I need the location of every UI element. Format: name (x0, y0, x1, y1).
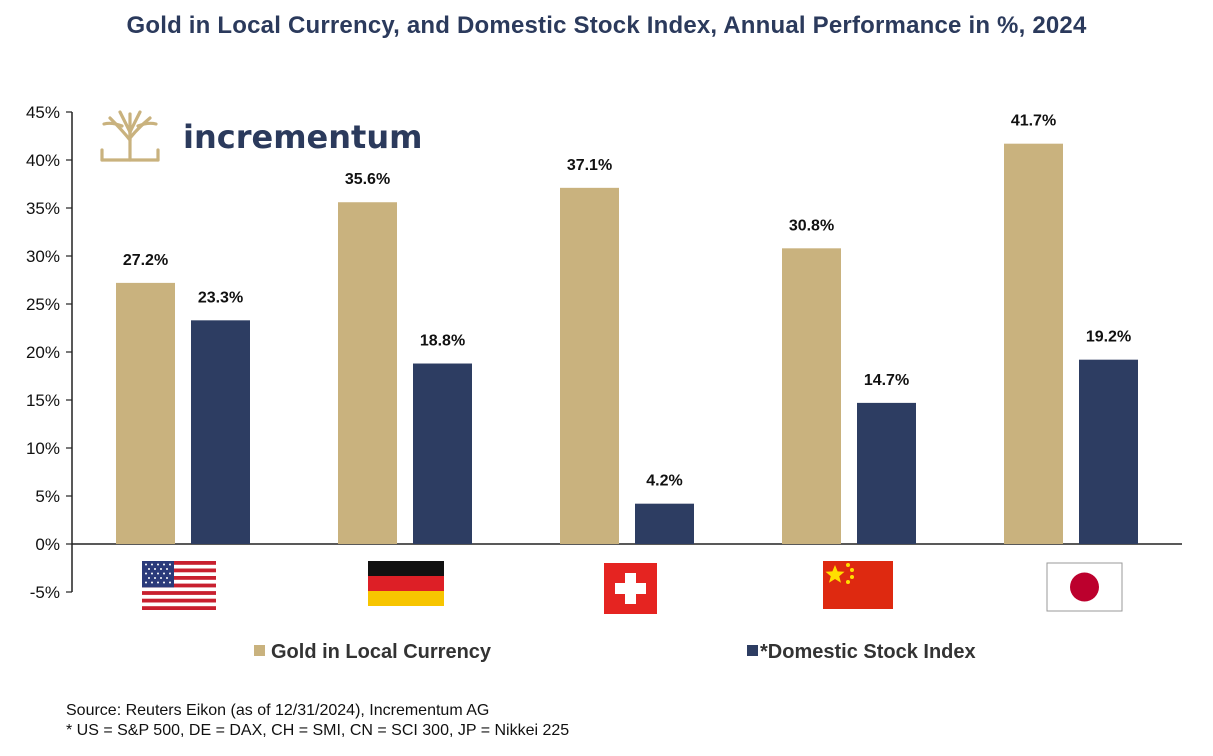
stock-value-label-ch: 4.2% (646, 473, 682, 490)
gold-value-label-ch: 37.1% (567, 157, 612, 174)
gold-value-label-us: 27.2% (123, 252, 168, 269)
y-tick-label: 20% (26, 343, 60, 362)
data-labels-layer: 27.2% 23.3% 35.6% 18.8% 37.1% 4.2% 30.8% 14.7% 4… (123, 113, 1131, 490)
chart-title: Gold in Local Currency, and Domestic Sto… (126, 12, 1087, 39)
y-tick-label: 10% (26, 439, 60, 458)
stock-index-bar-cn (857, 402, 916, 544)
gold-value-label-de: 35.6% (345, 171, 390, 188)
incrementum-logo: incrementum (100, 110, 422, 162)
gold-bar-us (116, 282, 175, 544)
legend-label-stock: *Domestic Stock Index (760, 641, 976, 663)
stock-value-label-jp: 19.2% (1086, 329, 1131, 346)
china-flag-icon (823, 561, 893, 609)
y-tick-label: 15% (26, 391, 60, 410)
y-tick-label: -5% (30, 583, 60, 602)
gold-bar-de (338, 202, 397, 545)
logo-text: incrementum (183, 118, 422, 156)
gold-bar-jp (1004, 143, 1063, 544)
stock-value-label-cn: 14.7% (864, 372, 909, 389)
stock-index-bar-de (413, 363, 472, 544)
y-tick-label: 45% (26, 103, 60, 122)
stock-value-label-de: 18.8% (420, 333, 465, 350)
y-tick-label: 30% (26, 247, 60, 266)
legend: Gold in Local Currency *Domestic Stock I… (254, 641, 976, 663)
stock-index-bar-jp (1079, 359, 1138, 544)
tree-icon (100, 110, 160, 162)
gold-bar-cn (782, 248, 841, 544)
y-tick-label: 40% (26, 151, 60, 170)
axis-layer: 45% 40% 35% 30% 25% 20% 15% 10% 5% 0% -5% (26, 103, 1182, 602)
japan-flag-icon (1046, 562, 1123, 612)
us-flag-icon (142, 561, 216, 610)
y-tick-label: 0% (35, 535, 60, 554)
bars-layer (116, 143, 1138, 545)
source-note: Source: Reuters Eikon (as of 12/31/2024)… (66, 702, 490, 719)
stock-index-bar-ch (635, 503, 694, 544)
legend-label-gold: Gold in Local Currency (271, 641, 492, 663)
stock-value-label-us: 23.3% (198, 289, 243, 306)
switzerland-flag-icon (604, 563, 657, 614)
legend-swatch-stock (747, 645, 758, 656)
germany-flag-icon (368, 561, 444, 606)
y-tick-label: 35% (26, 199, 60, 218)
stock-index-bar-us (191, 320, 250, 544)
legend-swatch-gold (254, 645, 265, 656)
y-tick-label: 25% (26, 295, 60, 314)
gold-value-label-jp: 41.7% (1011, 113, 1056, 130)
gold-value-label-cn: 30.8% (789, 217, 834, 234)
index-footnote: * US = S&P 500, DE = DAX, CH = SMI, CN =… (66, 722, 570, 739)
y-tick-label: 5% (35, 487, 60, 506)
gold-bar-ch (560, 187, 619, 544)
